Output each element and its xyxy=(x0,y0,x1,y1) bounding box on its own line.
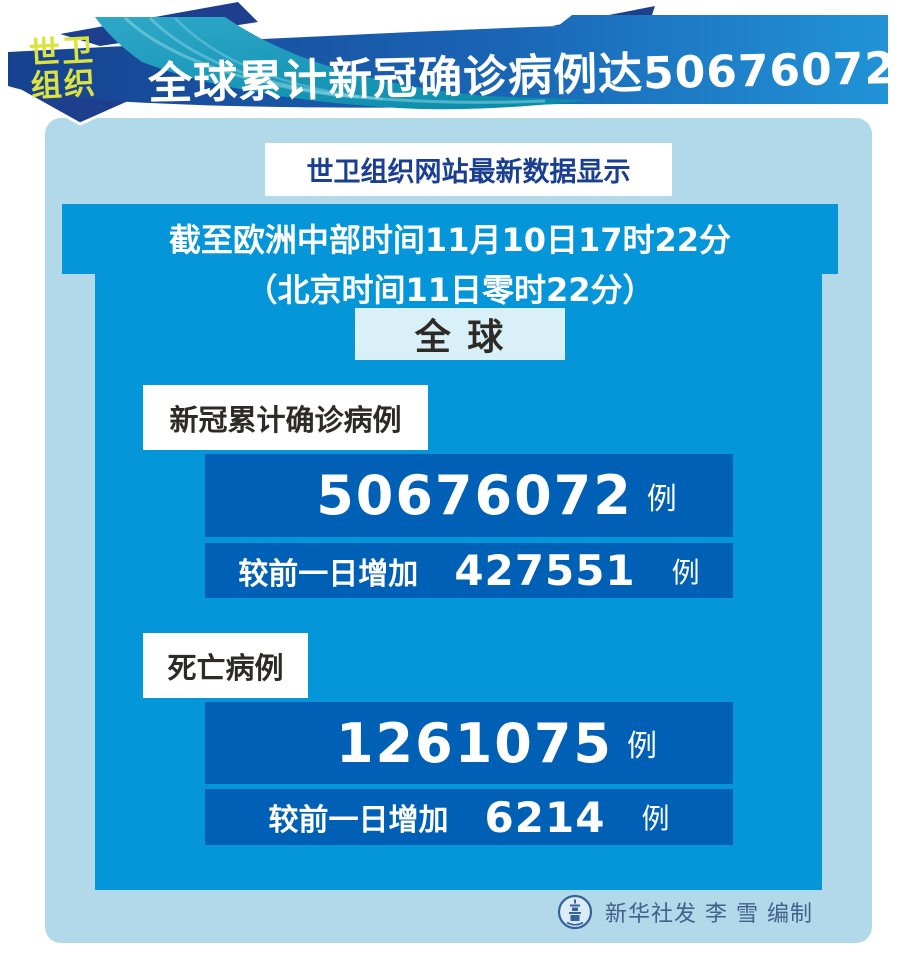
confirmed-delta-unit: 例 xyxy=(671,555,700,589)
confirmed-delta-value: 427551 xyxy=(454,546,636,595)
deaths-delta-value: 6214 xyxy=(484,792,606,842)
swoosh-stripe xyxy=(148,16,359,99)
main-card: 世卫组织网站最新数据显示 截至欧洲中部时间11月10日17时22分 （北京时间1… xyxy=(45,118,872,943)
deaths-delta-box: 较前一日增加 6214 例 xyxy=(205,789,733,845)
swoosh-stripe xyxy=(174,17,384,101)
confirmed-total-value: 50676072 xyxy=(316,464,633,527)
deaths-label-text: 死亡病例 xyxy=(167,650,284,685)
confirmed-delta-row: 较前一日增加 427551 例 xyxy=(205,543,733,598)
header-ribbon-graphic xyxy=(8,2,888,126)
deaths-total-box: 1261075 例 xyxy=(205,702,733,784)
panel-top-bar xyxy=(62,204,838,274)
deaths-total-value: 1261075 xyxy=(335,711,613,775)
org-label: 世卫 组织 xyxy=(28,32,98,106)
asof-line-2: （北京时间11日零时22分） xyxy=(245,271,655,309)
deaths-delta-label: 较前一日增加 xyxy=(268,803,449,838)
org-label-line2: 组织 xyxy=(29,65,98,106)
confirmed-total-box: 50676072 例 xyxy=(205,454,733,537)
source-note-box: 世卫组织网站最新数据显示 xyxy=(265,143,672,196)
deaths-total-row: 1261075 例 xyxy=(205,702,733,784)
credit-row: 新华社发 李 雪 编制 xyxy=(557,894,813,930)
scope-label: 全 球 xyxy=(414,317,506,358)
asof-line-1: 截至欧洲中部时间11月10日17时22分 xyxy=(168,221,732,259)
confirmed-cases-label-text: 新冠累计确诊病例 xyxy=(169,402,402,437)
deaths-delta-unit: 例 xyxy=(641,802,670,835)
header-banner: 世卫 组织 全球累计新冠确诊病例达50676072例 xyxy=(0,0,900,130)
deaths-delta-row: 较前一日增加 6214 例 xyxy=(205,789,733,845)
deaths-total-unit: 例 xyxy=(627,729,657,764)
source-note-text: 世卫组织网站最新数据显示 xyxy=(306,157,631,188)
swoosh-stripe xyxy=(123,16,546,104)
xinhua-logo-icon xyxy=(557,894,593,930)
confirmed-total-unit: 例 xyxy=(646,481,677,517)
confirmed-delta-box: 较前一日增加 427551 例 xyxy=(205,543,733,598)
scope-box: 全 球 xyxy=(355,308,565,360)
confirmed-cases-label: 新冠累计确诊病例 xyxy=(143,385,428,450)
confirmed-total-row: 50676072 例 xyxy=(205,454,733,537)
teal-swoosh xyxy=(95,17,592,110)
deaths-label: 死亡病例 xyxy=(143,633,308,698)
confirmed-delta-label: 较前一日增加 xyxy=(238,556,419,592)
credit-text: 新华社发 李 雪 编制 xyxy=(605,902,813,927)
